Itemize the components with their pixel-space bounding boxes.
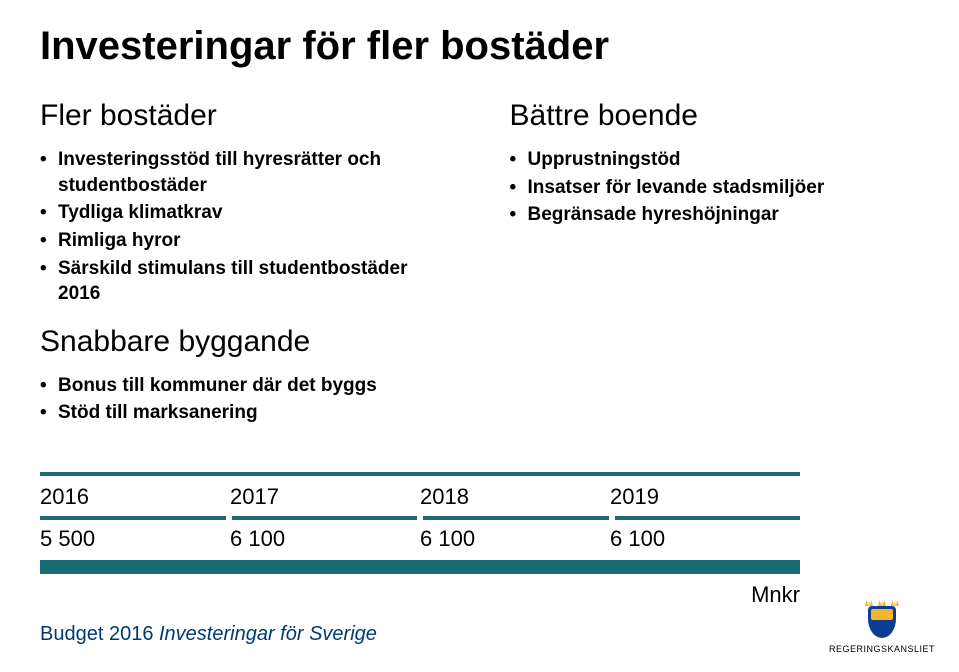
list-item: Insatser för levande stadsmiljöer [528, 175, 920, 201]
list-item: Särskild stimulans till studentbostäder … [58, 256, 450, 307]
table-header-cell: 2017 [230, 478, 420, 516]
list-item: Rimliga hyror [58, 228, 450, 254]
budget-table: 2016 2017 2018 2019 5 500 6 100 6 100 6 … [40, 472, 800, 574]
table-unit: Mnkr [40, 582, 800, 608]
right-column: Bättre boende Upprustningstöd Insatser f… [510, 99, 920, 444]
crest-icon [865, 602, 899, 642]
table-header-cell: 2018 [420, 478, 610, 516]
list-item: Bonus till kommuner där det byggs [58, 373, 450, 399]
subheading-fler-bostader: Fler bostäder [40, 99, 450, 133]
subheading-battre-boende: Bättre boende [510, 99, 920, 133]
left-column: Fler bostäder Investeringsstöd till hyre… [40, 99, 450, 444]
bullets-fler-bostader: Investeringsstöd till hyresrätter och st… [40, 147, 450, 307]
page-title: Investeringar för fler bostäder [40, 24, 919, 69]
table-rule-top [40, 472, 800, 476]
list-item: Begränsade hyreshöjningar [528, 202, 920, 228]
table-header-cell: 2019 [610, 478, 800, 516]
list-item: Investeringsstöd till hyresrätter och st… [58, 147, 450, 198]
table-cell: 6 100 [420, 520, 610, 558]
table-cell: 5 500 [40, 520, 230, 558]
footer-subtitle: Investeringar för Sverige [159, 623, 377, 645]
list-item: Upprustningstöd [528, 147, 920, 173]
table-cell: 6 100 [230, 520, 420, 558]
bullets-snabbare-byggande: Bonus till kommuner där det byggs Stöd t… [40, 373, 450, 426]
logo-label: REGERINGSKANSLIET [829, 644, 935, 654]
footer-line: Budget 2016 Investeringar för Sverige [40, 623, 377, 646]
table-cell: 6 100 [610, 520, 800, 558]
table-header-row: 2016 2017 2018 2019 [40, 478, 800, 516]
bullets-battre-boende: Upprustningstöd Insatser för levande sta… [510, 147, 920, 228]
table-rule-bottom [40, 560, 800, 574]
list-item: Tydliga klimatkrav [58, 200, 450, 226]
subheading-snabbare-byggande: Snabbare byggande [40, 325, 450, 359]
regeringskansliet-logo: REGERINGSKANSLIET [829, 602, 935, 654]
table-row: 5 500 6 100 6 100 6 100 [40, 520, 800, 558]
list-item: Stöd till marksanering [58, 400, 450, 426]
footer-budget: Budget 2016 [40, 623, 159, 645]
content-columns: Fler bostäder Investeringsstöd till hyre… [40, 99, 919, 444]
table-header-cell: 2016 [40, 478, 230, 516]
